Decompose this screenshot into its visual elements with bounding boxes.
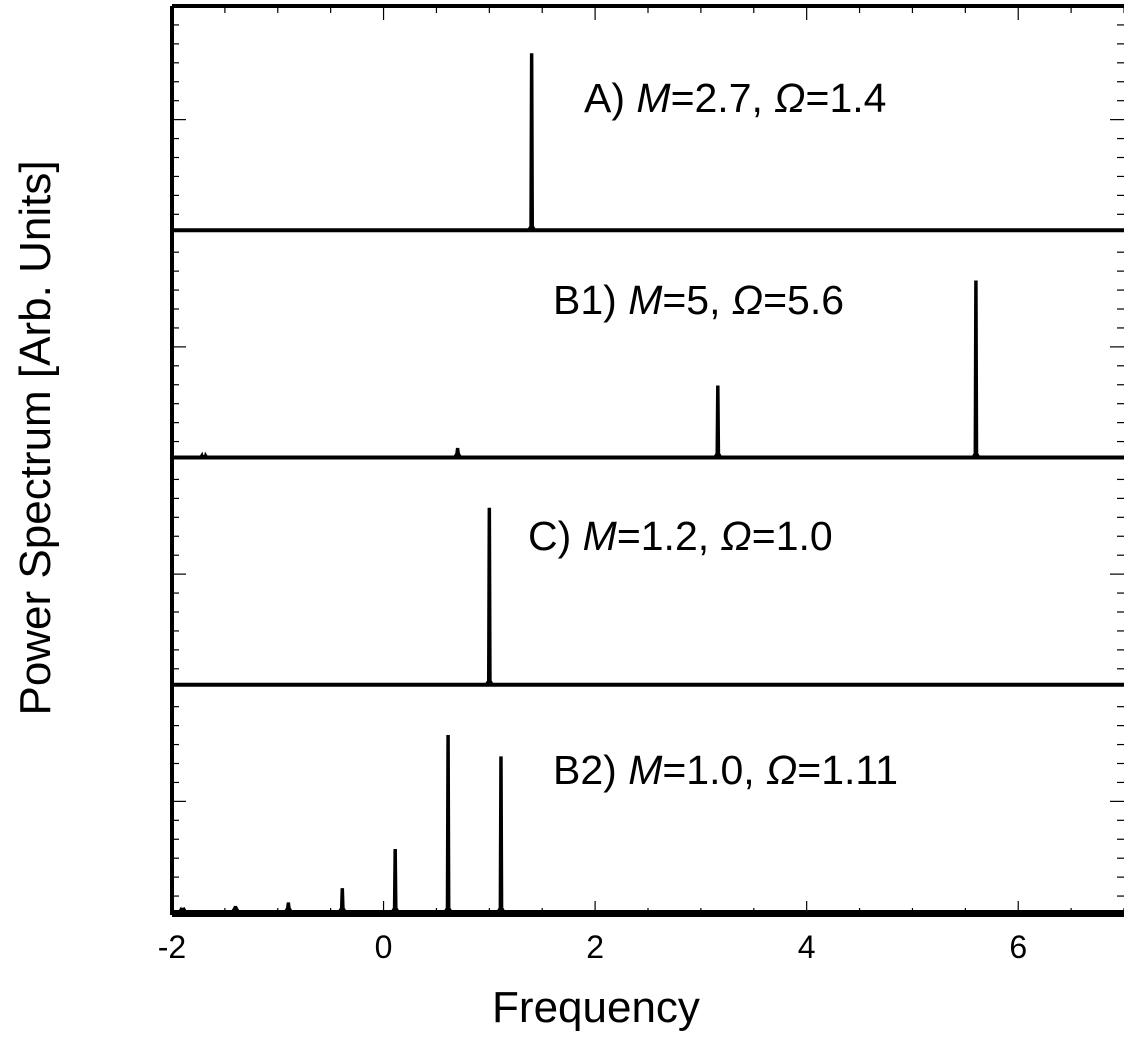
x-tick-label: 0 xyxy=(375,929,393,965)
panel-label-M-value: =5, xyxy=(662,277,732,323)
spectrum-panel: B1) M=5, Ω=5.6 xyxy=(172,251,1124,460)
panel-label-M-symbol: M xyxy=(628,277,663,323)
spectrum-peak xyxy=(389,848,401,913)
spectrum-peak xyxy=(283,902,294,913)
panel-label-label-prefix: B1) xyxy=(553,277,628,323)
panel-label-M-symbol: M xyxy=(636,75,671,121)
spectrum-peak xyxy=(452,447,463,459)
panel-label-M-symbol: M xyxy=(628,747,663,793)
spectrum-peak xyxy=(712,385,724,459)
y-axis-title: Power Spectrum [Arb. Units] xyxy=(11,160,60,715)
x-tick-label: 4 xyxy=(798,929,816,965)
panel-label: B2) M=1.0, Ω=1.11 xyxy=(553,747,898,793)
panel-label-Omega-value: =1.11 xyxy=(797,747,898,793)
x-tick-label: 6 xyxy=(1009,929,1027,965)
x-axis-ticks: -2 0 2 4 6 xyxy=(158,6,1124,965)
panel-label-label-prefix: A) xyxy=(584,75,636,121)
spectrum-peak xyxy=(526,53,537,231)
spectrum-peak xyxy=(484,507,495,686)
panel-label: B1) M=5, Ω=5.6 xyxy=(553,277,844,323)
panel-label: C) M=1.2, Ω=1.0 xyxy=(528,513,833,559)
panel-label-Omega-value: =1.4 xyxy=(806,75,887,121)
spectrum-panel: A) M=2.7, Ω=1.4 xyxy=(172,24,1124,233)
panel-label-Omega-symbol: Ω xyxy=(766,747,797,793)
spectrum-panel: C) M=1.2, Ω=1.0 xyxy=(172,478,1124,687)
spectrum-peak xyxy=(177,906,188,913)
panel-label-M-value: =2.7, xyxy=(671,75,775,121)
panel-label: A) M=2.7, Ω=1.4 xyxy=(584,75,886,121)
panel-label-M-value: =1.2, xyxy=(617,513,721,559)
panel-label-Omega-value: =5.6 xyxy=(763,277,844,323)
spectrum-peak xyxy=(336,888,348,913)
panel-label-Omega-symbol: Ω xyxy=(774,75,805,121)
spectrum-peak xyxy=(495,756,507,913)
x-axis-title: Frequency xyxy=(492,983,700,1032)
x-tick-label: -2 xyxy=(158,929,186,965)
spectrum-peak xyxy=(230,905,241,913)
panels-group: A) M=2.7, Ω=1.4B1) M=5, Ω=5.6C) M=1.2, Ω… xyxy=(172,24,1124,914)
panel-label-Omega-symbol: Ω xyxy=(721,513,752,559)
spectrum-peak xyxy=(970,280,982,459)
spectrum-peak xyxy=(198,451,210,459)
panel-label-Omega-value: =1.0 xyxy=(752,513,833,559)
spectrum-peak xyxy=(442,735,454,913)
x-tick-label: 2 xyxy=(586,929,604,965)
panel-label-M-symbol: M xyxy=(583,513,618,559)
panel-label-label-prefix: B2) xyxy=(553,747,628,793)
spectrum-panel: B2) M=1.0, Ω=1.11 xyxy=(172,706,1124,914)
panel-label-M-value: =1.0, xyxy=(662,747,766,793)
panel-label-Omega-symbol: Ω xyxy=(732,277,763,323)
panel-label-label-prefix: C) xyxy=(528,513,583,559)
